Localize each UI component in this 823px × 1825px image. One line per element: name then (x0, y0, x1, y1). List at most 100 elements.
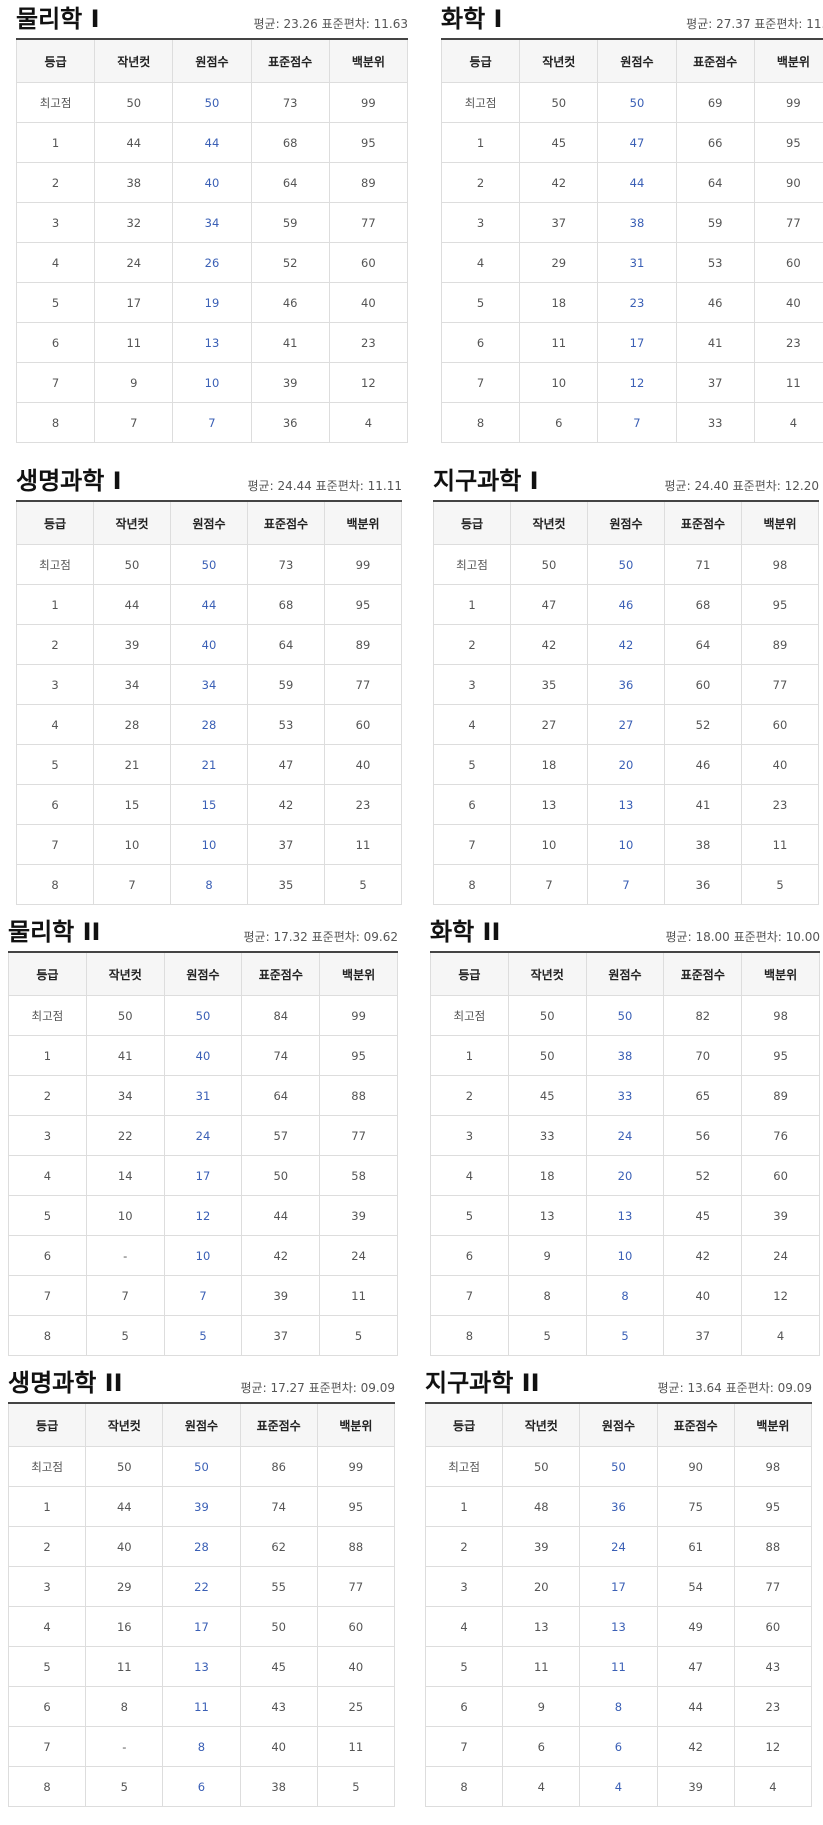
standard-score-cell: 44 (241, 1195, 321, 1236)
standard-score-cell: 55 (239, 1566, 318, 1607)
grade-panel-physics-1: 물리학 I 평균: 23.26 표준편차: 11.63 등급 작년컷 원점수 표준점수 백분… (15, 0, 409, 443)
grade-cell: 8 (8, 1315, 87, 1356)
percentile-cell: 11 (324, 824, 402, 865)
raw-score-cell: 40 (170, 624, 248, 665)
last-year-cut-cell: 5 (85, 1766, 164, 1807)
raw-score-cell: 15 (170, 784, 248, 825)
grade-cell: 최고점 (16, 544, 94, 585)
standard-score-cell: 50 (241, 1155, 321, 1196)
last-year-cut-cell: 9 (502, 1686, 581, 1727)
percentile-cell: 40 (324, 744, 402, 785)
percentile-cell: 77 (324, 664, 402, 705)
score-stats: 평균: 24.40 표준편차: 12.20 (664, 479, 819, 493)
table-row: 최고점 50 50 84 99 (8, 995, 398, 1036)
panel-header: 물리학 I 평균: 23.26 표준편차: 11.63 (16, 0, 408, 38)
last-year-cut-cell: 50 (94, 82, 174, 123)
raw-score-cell: 42 (587, 624, 665, 665)
raw-score-cell: 10 (585, 1235, 665, 1276)
percentile-cell: 60 (733, 1606, 813, 1647)
column-header: 등급 (16, 500, 94, 545)
table-row: 7 10 12 37 11 (441, 362, 823, 403)
standard-score-cell: 52 (664, 704, 742, 745)
standard-score-cell: 66 (675, 122, 755, 163)
column-header: 원점수 (172, 38, 252, 83)
percentile-cell: 12 (328, 362, 409, 403)
standard-score-cell: 36 (664, 864, 742, 905)
raw-score-cell: 8 (585, 1275, 665, 1316)
score-stats: 평균: 17.32 표준편차: 09.62 (243, 930, 398, 944)
grade-cell: 최고점 (441, 82, 521, 123)
last-year-cut-cell: 39 (93, 624, 171, 665)
standard-score-cell: 68 (250, 122, 330, 163)
percentile-cell: 5 (324, 864, 402, 905)
grade-cell: 3 (7, 1566, 87, 1607)
table-row: 5 13 13 45 39 (430, 1195, 820, 1236)
raw-score-cell: 17 (163, 1155, 243, 1196)
raw-score-cell: 23 (597, 282, 677, 323)
table-row: 최고점 50 50 73 99 (15, 82, 409, 123)
column-header: 등급 (15, 38, 96, 83)
last-year-cut-cell: 45 (519, 122, 599, 163)
grade-cell: 2 (16, 624, 94, 665)
last-year-cut-cell: 16 (85, 1606, 164, 1647)
raw-score-cell: 31 (597, 242, 677, 283)
grade-table: 등급 작년컷 원점수 표준점수 백분위 최고점 50 50 86 99 1 44 39 74 95 2 40 28… (7, 1402, 396, 1807)
table-header-row: 등급 작년컷 원점수 표준점수 백분위 (441, 38, 823, 83)
standard-score-cell: 73 (250, 82, 330, 123)
standard-score-cell: 40 (663, 1275, 743, 1316)
raw-score-cell: 20 (585, 1155, 665, 1196)
raw-score-cell: 10 (587, 824, 665, 865)
grade-cell: 2 (430, 1075, 509, 1116)
column-header: 작년컷 (85, 1402, 164, 1447)
raw-score-cell: 7 (587, 864, 665, 905)
table-row: 6 8 11 43 25 (7, 1686, 396, 1727)
percentile-cell: 90 (753, 162, 823, 203)
last-year-cut-cell: 6 (519, 402, 599, 443)
raw-score-cell: 50 (163, 995, 243, 1036)
grade-cell: 8 (7, 1766, 87, 1807)
standard-score-cell: 65 (663, 1075, 743, 1116)
grade-cell: 7 (433, 824, 511, 865)
table-row: 4 27 27 52 60 (433, 704, 819, 745)
last-year-cut-cell: 37 (519, 202, 599, 243)
column-header: 표준점수 (250, 38, 330, 83)
table-row: 5 17 19 46 40 (15, 282, 409, 323)
last-year-cut-cell: 48 (502, 1486, 581, 1527)
grade-cell: 4 (430, 1155, 509, 1196)
table-row: 5 21 21 47 40 (16, 744, 402, 785)
grade-cell: 6 (8, 1235, 87, 1276)
percentile-cell: 5 (319, 1315, 398, 1356)
last-year-cut-cell: 9 (507, 1235, 587, 1276)
standard-score-cell: 44 (656, 1686, 735, 1727)
table-row: 4 24 26 52 60 (15, 242, 409, 283)
grade-cell: 최고점 (8, 995, 87, 1036)
standard-score-cell: 59 (675, 202, 755, 243)
standard-score-cell: 60 (664, 664, 742, 705)
table-row: 8 7 7 36 4 (15, 402, 409, 443)
last-year-cut-cell: 13 (502, 1606, 581, 1647)
last-year-cut-cell: - (85, 1235, 165, 1276)
column-header: 등급 (430, 951, 509, 996)
last-year-cut-cell: 11 (519, 322, 599, 363)
last-year-cut-cell: 8 (85, 1686, 164, 1727)
table-row: 최고점 50 50 86 99 (7, 1446, 396, 1487)
standard-score-cell: 82 (663, 995, 743, 1036)
last-year-cut-cell: 10 (85, 1195, 165, 1236)
raw-score-cell: 20 (587, 744, 665, 785)
raw-score-cell: 36 (579, 1486, 658, 1527)
table-row: 1 44 39 74 95 (7, 1486, 396, 1527)
column-header: 백분위 (324, 500, 402, 545)
grade-cell: 5 (433, 744, 511, 785)
column-header: 작년컷 (510, 500, 588, 545)
standard-score-cell: 46 (250, 282, 330, 323)
table-row: 8 6 7 33 4 (441, 402, 823, 443)
last-year-cut-cell: 34 (85, 1075, 165, 1116)
percentile-cell: 95 (319, 1035, 398, 1076)
standard-score-cell: 46 (664, 744, 742, 785)
grade-cell: 6 (430, 1235, 509, 1276)
table-header-row: 등급 작년컷 원점수 표준점수 백분위 (16, 500, 402, 545)
grade-cell: 2 (424, 1526, 504, 1567)
grade-cell: 4 (7, 1606, 87, 1647)
table-row: 7 9 10 39 12 (15, 362, 409, 403)
standard-score-cell: 70 (663, 1035, 743, 1076)
